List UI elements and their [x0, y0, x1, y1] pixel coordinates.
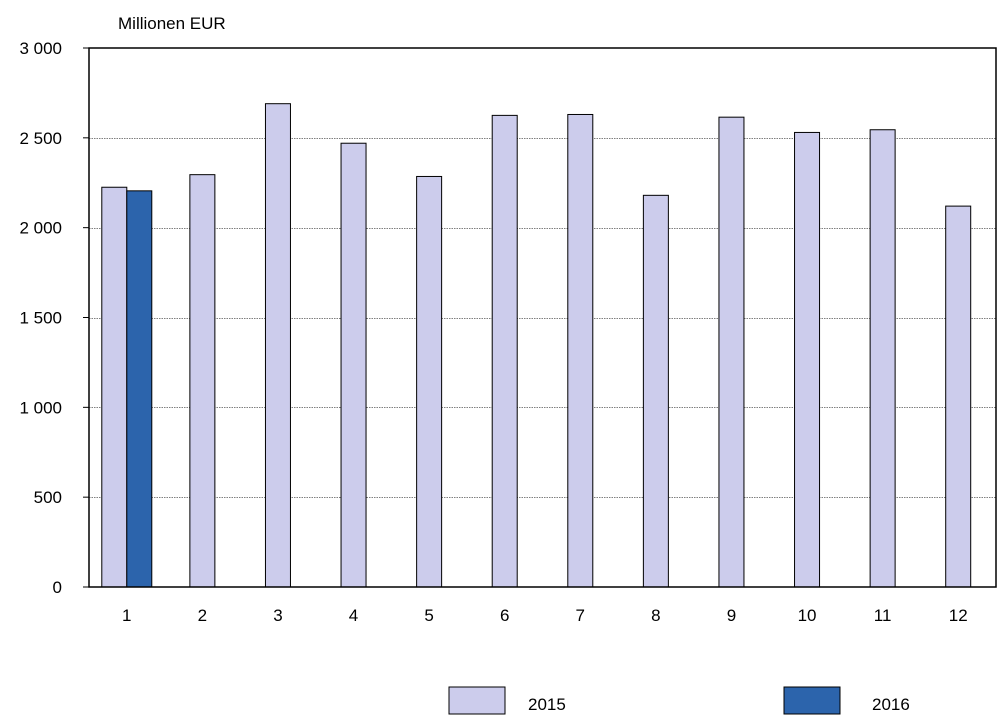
x-tick-label: 3: [273, 606, 282, 625]
plot-frame: [88, 47, 997, 588]
x-tick-label: 12: [949, 606, 968, 625]
bar-2016-1: [126, 190, 153, 588]
y-axis-ticks: 0 500 1 000 1 500 2 000 2 500 3 000: [19, 39, 89, 597]
bar-2015-1: [101, 186, 128, 588]
axes: [88, 47, 997, 588]
y-tick-label: 0: [53, 578, 62, 597]
x-tick-label: 2: [198, 606, 207, 625]
x-tick-label: 5: [424, 606, 433, 625]
legend-swatch-2016: [783, 686, 841, 715]
y-tick-label: 1 500: [19, 309, 62, 328]
y-tick-label: 500: [34, 488, 62, 507]
legend-swatch-2015: [448, 686, 506, 715]
x-tick-label: 1: [122, 606, 131, 625]
y-tick-label: 1 000: [19, 398, 62, 417]
y-tick-label: 3 000: [19, 39, 62, 58]
bar-2015-8: [642, 194, 669, 588]
bar-2015-7: [567, 113, 594, 588]
legend-label-2015: 2015: [528, 695, 566, 714]
y-tick-label: 2 000: [19, 219, 62, 238]
y-unit-label: Millionen EUR: [118, 14, 226, 33]
x-tick-label: 10: [798, 606, 817, 625]
bars: [101, 103, 972, 588]
bar-2015-4: [340, 142, 367, 588]
bar-2015-2: [189, 174, 216, 588]
x-tick-label: 8: [651, 606, 660, 625]
bar-2015-3: [264, 103, 291, 588]
x-tick-label: 11: [874, 606, 892, 625]
bar-2015-5: [416, 175, 443, 588]
x-tick-label: 7: [576, 606, 585, 625]
bar-2015-11: [869, 129, 896, 588]
legend-label-2016: 2016: [872, 695, 910, 714]
x-axis-ticks: 1 2 3 4 5 6 7 8 9 10 11 12: [122, 606, 968, 625]
legend: 2015 2016: [448, 686, 910, 715]
bar-2015-9: [718, 116, 745, 588]
bar-2015-10: [794, 131, 821, 588]
x-tick-label: 6: [500, 606, 509, 625]
gridlines: [89, 138, 996, 498]
bar-2015-12: [945, 205, 972, 588]
bar-2015-6: [491, 114, 518, 588]
x-tick-label: 4: [349, 606, 358, 625]
x-tick-label: 9: [727, 606, 736, 625]
y-tick-label: 2 500: [19, 129, 62, 148]
